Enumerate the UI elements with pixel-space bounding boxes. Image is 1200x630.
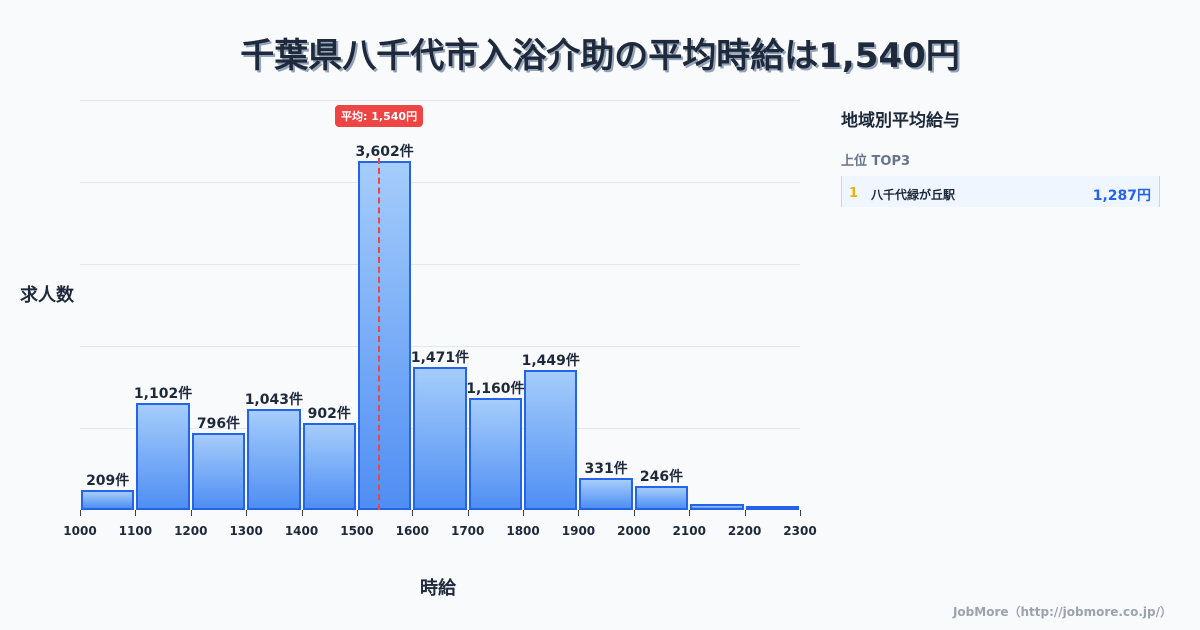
x-tick — [412, 510, 414, 516]
sidebar-subtitle: 上位 TOP3 — [841, 154, 911, 169]
bar-value-label: 209件 — [86, 472, 130, 489]
page-title: 千葉県八千代市入浴介助の平均時給は1,540円 — [240, 36, 960, 76]
x-tick-label: 1900 — [561, 524, 596, 538]
x-tick-label: 1200 — [174, 524, 208, 538]
histogram-bar — [302, 422, 356, 510]
x-tick-label: 2100 — [672, 524, 706, 538]
x-tick — [467, 510, 469, 516]
x-tick — [356, 510, 358, 516]
bar-value-label: 796件 — [196, 415, 241, 432]
x-tick-label: 1700 — [450, 524, 485, 538]
bar-value-label: 246件 — [639, 469, 684, 486]
histogram-bar — [191, 432, 246, 510]
x-tick — [744, 510, 746, 516]
average-line — [378, 158, 381, 510]
gridline — [80, 346, 800, 347]
x-tick-label: 2300 — [783, 524, 817, 538]
bar-value-label: 331件 — [584, 460, 628, 477]
bar-value-label: 1,102件 — [133, 386, 193, 403]
histogram-bar — [413, 367, 467, 510]
x-tick-label: 2000 — [617, 524, 651, 538]
rank-number: 1 — [849, 186, 859, 201]
histogram-bar — [247, 408, 301, 510]
x-tick-label: 1300 — [229, 524, 263, 538]
histogram-plot: 209件 1,102件 796件 1,043件 902件 3,602件 1,471件 1,16… — [63, 100, 817, 538]
bar-value-label: 1,160件 — [466, 380, 525, 397]
x-tick-label: 1600 — [395, 524, 429, 538]
x-tick-label: 2200 — [727, 524, 762, 538]
average-badge: 平均: 1,540円 — [335, 105, 424, 127]
histogram-bar — [81, 489, 135, 510]
x-tick — [246, 510, 248, 516]
histogram-bar — [690, 504, 744, 510]
histogram-bar — [468, 397, 523, 510]
bar-value-label: 3,602件 — [355, 143, 414, 160]
histogram-bar — [357, 160, 412, 510]
gridline — [80, 100, 800, 101]
x-tick-label: 1800 — [506, 524, 540, 538]
x-axis-label: 時給 — [420, 578, 456, 599]
gridline — [80, 182, 800, 183]
rank-area-name: 八千代緑が丘駅 — [871, 188, 956, 202]
y-axis-label: 求人数 — [20, 285, 74, 306]
x-tick — [800, 510, 801, 516]
x-tick-label: 1500 — [340, 524, 374, 538]
x-tick-label: 1000 — [63, 524, 97, 538]
histogram-bar — [745, 506, 799, 510]
histogram-bar — [136, 403, 190, 510]
histogram-bar — [524, 369, 578, 510]
x-tick-label: 1100 — [118, 524, 153, 538]
ranking-row: 1 八千代緑が丘駅 1,287円 — [841, 176, 1160, 207]
rank-value: 1,287円 — [1092, 188, 1151, 204]
x-tick — [301, 510, 303, 516]
gridline — [80, 264, 800, 265]
bar-value-label: 1,449件 — [521, 352, 580, 369]
x-tick — [633, 510, 635, 516]
x-tick — [135, 510, 137, 516]
x-tick — [80, 510, 81, 516]
histogram-bar — [634, 486, 689, 510]
bar-value-label: 1,471件 — [410, 350, 470, 367]
x-tick-label: 1400 — [284, 524, 319, 538]
sidebar-title: 地域別平均給与 — [841, 111, 960, 131]
x-tick — [578, 510, 580, 516]
footer-credit: JobMore（http://jobmore.co.jp/） — [952, 605, 1172, 619]
bar-value-label: 1,043件 — [244, 391, 303, 408]
bar-value-label: 902件 — [307, 405, 351, 422]
histogram-bar — [579, 477, 633, 510]
x-tick — [190, 510, 192, 516]
x-tick — [689, 510, 691, 516]
x-tick — [523, 510, 525, 516]
